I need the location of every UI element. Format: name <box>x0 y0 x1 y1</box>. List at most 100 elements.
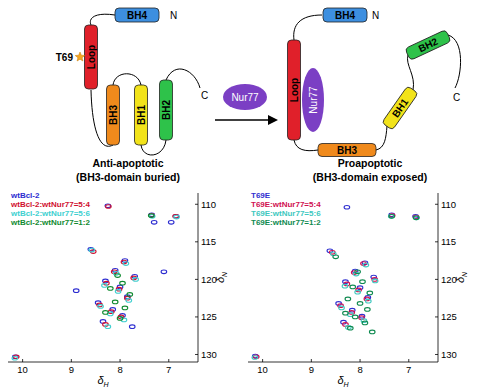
peak <box>120 281 126 285</box>
peak <box>365 308 371 312</box>
peak <box>350 285 356 289</box>
connector <box>294 140 318 151</box>
legend-entry: T69E:wtNur77=1:2 <box>251 218 321 227</box>
x-tick-label: 10 <box>257 364 268 375</box>
series <box>333 214 419 333</box>
spectrum: 10987110115120125130δHδNwtBcl-2wtBcl-2:w… <box>8 191 228 388</box>
y-axis <box>198 193 199 362</box>
series <box>13 205 178 359</box>
domain-label: BH3 <box>108 105 119 125</box>
domain-label: BH1 <box>390 96 411 119</box>
peak <box>174 215 180 219</box>
y-tick-label: 115 <box>201 236 216 247</box>
legend-entry: T69E <box>251 191 271 200</box>
terminus: C <box>453 92 460 103</box>
y-tick-label: 125 <box>201 311 217 322</box>
peak <box>389 214 395 218</box>
connector <box>294 15 322 40</box>
domain-box <box>115 8 159 22</box>
domain: BH2 <box>405 30 451 61</box>
peak <box>342 284 348 288</box>
site-label: T69 <box>56 52 74 63</box>
peak <box>360 280 366 284</box>
x-tick <box>120 359 121 362</box>
x-axis <box>248 362 438 363</box>
peak <box>105 325 111 329</box>
peak <box>151 220 157 224</box>
peak <box>106 205 112 209</box>
caption: Anti-apoptotic <box>92 157 163 169</box>
domain-box <box>85 25 98 89</box>
x-tick <box>311 359 312 362</box>
domain-box <box>160 80 173 140</box>
domain-box <box>323 8 367 22</box>
legend-entry: wtBcl-2:wtNur77=5:4 <box>10 200 90 209</box>
peak <box>148 214 154 218</box>
legend: wtBcl-2wtBcl-2:wtNur77=5:4wtBcl-2:wtNur7… <box>10 191 90 227</box>
domain-label: BH2 <box>161 100 172 120</box>
connector <box>448 35 461 88</box>
peak <box>389 214 395 218</box>
peak <box>362 321 368 325</box>
peak <box>133 278 139 282</box>
peak <box>388 214 394 218</box>
peaks <box>252 205 419 359</box>
connector <box>113 74 141 85</box>
caption: (BH3-domain buried) <box>76 171 180 183</box>
x-axis-title: δH <box>337 374 349 388</box>
y-tick-label: 125 <box>441 311 457 322</box>
peak <box>149 214 155 218</box>
peak <box>414 216 420 220</box>
ligand-label: Nur77 <box>308 86 319 114</box>
peak <box>372 279 378 283</box>
peak <box>348 326 354 330</box>
peak <box>117 317 123 321</box>
peak <box>339 306 345 310</box>
domain: Loop <box>85 25 98 89</box>
peak <box>115 274 121 278</box>
y-axis <box>438 193 439 362</box>
peak <box>345 297 351 301</box>
domain: BH1 <box>382 86 418 130</box>
domain-box <box>318 144 376 157</box>
peak <box>355 290 361 294</box>
domain-box <box>382 86 418 130</box>
domain-box <box>288 40 301 140</box>
peak <box>102 284 108 288</box>
domain-box <box>107 85 120 145</box>
peak <box>112 300 118 304</box>
series <box>253 214 418 359</box>
legend-entry: wtBcl-2:wtNur77=1:2 <box>10 218 90 227</box>
y-tick <box>435 316 438 317</box>
domain-label: BH3 <box>337 145 357 156</box>
peak <box>108 287 114 291</box>
series <box>253 205 419 357</box>
peak <box>369 330 375 334</box>
y-axis-title: δN <box>454 271 468 283</box>
domain-box <box>405 30 451 61</box>
terminus: N <box>170 10 177 21</box>
x-axis-title: δH <box>97 374 109 388</box>
y-tick-label: 115 <box>441 236 456 247</box>
x-tick-label: 8 <box>117 364 122 375</box>
x-tick <box>71 359 72 362</box>
series <box>12 214 179 360</box>
peak <box>367 291 373 295</box>
legend-entry: T69E:wtNur77=5:6 <box>251 209 321 218</box>
peak <box>413 215 419 219</box>
x-tick <box>360 359 361 362</box>
x-axis <box>8 362 198 363</box>
y-tick <box>195 279 198 280</box>
peak <box>413 216 419 220</box>
peak <box>123 262 129 266</box>
x-tick <box>262 359 263 362</box>
domain-label: BH4 <box>127 10 147 21</box>
peak <box>333 255 339 259</box>
y-tick-label: 130 <box>201 349 217 360</box>
ligand-label: Nur77 <box>231 92 259 103</box>
peak <box>98 305 104 309</box>
domain: Loop <box>288 40 301 140</box>
domain: BH2 <box>160 80 173 140</box>
domain: BH4 <box>115 8 159 22</box>
x-tick-label: 9 <box>69 364 74 375</box>
